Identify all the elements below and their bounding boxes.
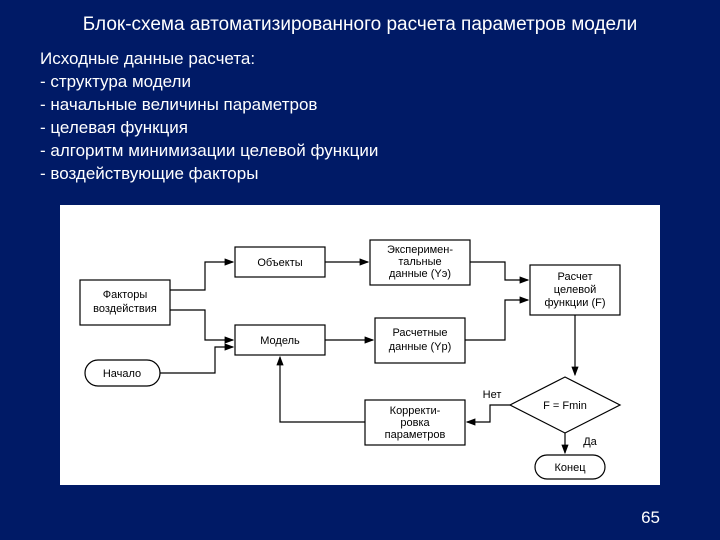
node-decision-label: F = Fmin [543,400,587,412]
edge [160,347,233,373]
subtitle-item: - целевая функция [40,117,680,140]
subtitle-item: - воздействующие факторы [40,163,680,186]
node-exp-label: Эксперимен- [387,244,453,256]
node-correct-label: параметров [385,429,446,441]
node-target-label: целевой [554,284,596,296]
subtitle-item: - алгоритм минимизации целевой функции [40,140,680,163]
node-target-label: функции (F) [544,297,605,309]
page-number: 65 [641,508,660,528]
edge [470,262,528,280]
edge [170,310,233,340]
node-start-label: Начало [103,368,141,380]
edge [465,300,528,340]
flowchart: Факторы воздействия Начало Объекты Модел… [60,205,660,485]
node-exp-label: данные (Yэ) [389,268,451,280]
edge-no-label: Нет [483,389,502,401]
subtitle-item: - начальные величины параметров [40,94,680,117]
page-title: Блок-схема автоматизированного расчета п… [0,0,720,44]
node-objects-label: Объекты [257,257,302,269]
edge [170,262,233,290]
node-calc-label: Расчетные [392,327,447,339]
subtitle-item: - структура модели [40,71,680,94]
node-correct-label: ровка [400,417,430,429]
node-end-label: Конец [554,462,586,474]
subtitle-heading: Исходные данные расчета: [40,48,680,71]
input-data-block: Исходные данные расчета: - структура мод… [0,44,720,186]
edge-yes-label: Да [583,436,597,448]
node-correct-label: Корректи- [390,405,441,417]
node-target-label: Расчет [558,271,593,283]
node-exp-label: тальные [398,256,441,268]
node-factors-label: воздействия [93,303,157,315]
node-calc-label: данные (Yр) [389,341,452,353]
node-factors-label: Факторы [103,289,148,301]
edge-feedback [280,357,365,422]
edge-no [467,405,510,422]
node-model-label: Модель [260,335,300,347]
